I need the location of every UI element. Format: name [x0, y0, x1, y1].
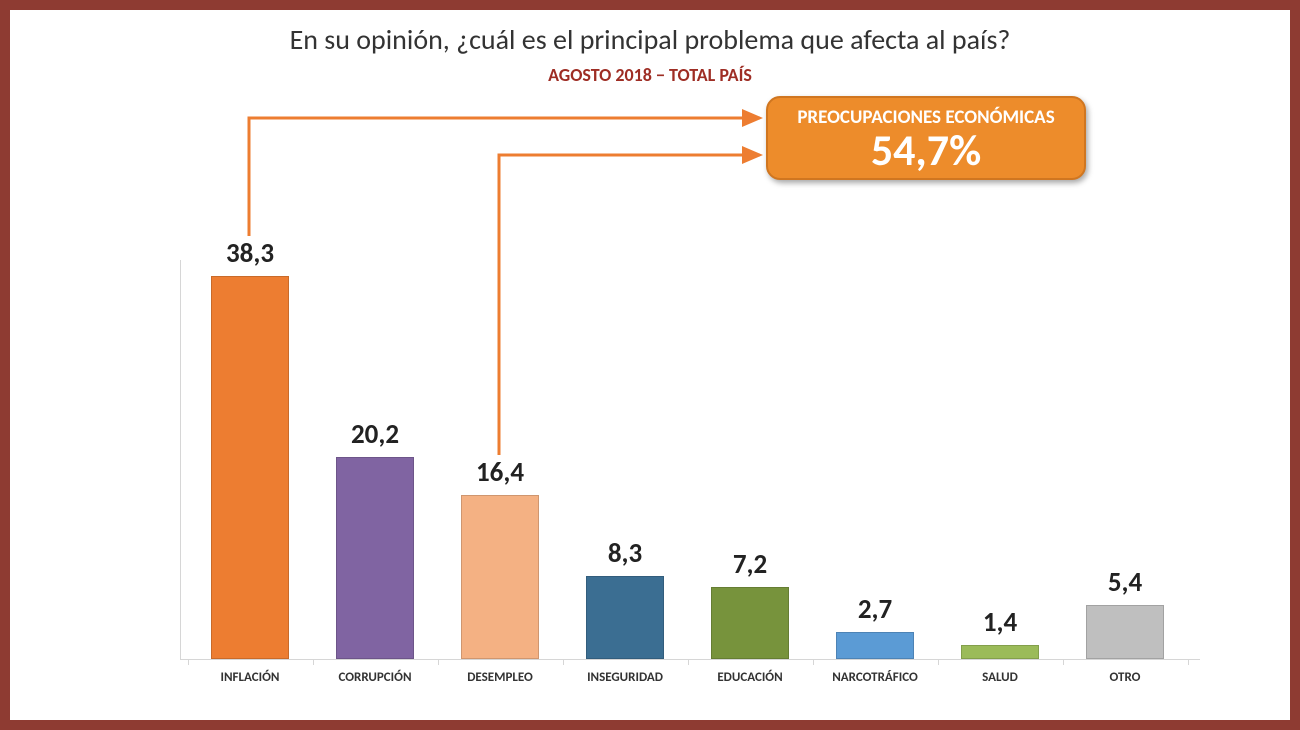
- bar-value-label: 5,4: [1065, 566, 1185, 599]
- bar-value-label: 1,4: [940, 606, 1060, 639]
- bar-value-label: 7,2: [690, 548, 810, 581]
- bar: [586, 576, 664, 659]
- bar-value-label: 16,4: [440, 456, 560, 489]
- bar: [1086, 605, 1164, 659]
- bar-value-label: 20,2: [315, 418, 435, 451]
- bar: [711, 587, 789, 659]
- bar: [336, 457, 414, 659]
- bar-value-label: 8,3: [565, 537, 685, 570]
- bar: [836, 632, 914, 659]
- bar: [211, 276, 289, 659]
- bar: [961, 645, 1039, 659]
- callout-value: 54,7%: [788, 128, 1064, 172]
- bar-value-label: 38,3: [190, 237, 310, 270]
- chart-frame: En su opinión, ¿cuál es el principal pro…: [0, 0, 1300, 730]
- category-label: OTRO: [1045, 670, 1205, 685]
- bar: [461, 495, 539, 659]
- bar-chart: 38,3INFLACIÓN20,2CORRUPCIÓN16,4DESEMPLEO…: [180, 260, 1200, 660]
- bar-value-label: 2,7: [815, 593, 935, 626]
- economic-concerns-callout: PREOCUPACIONES ECONÓMICAS 54,7%: [766, 96, 1086, 180]
